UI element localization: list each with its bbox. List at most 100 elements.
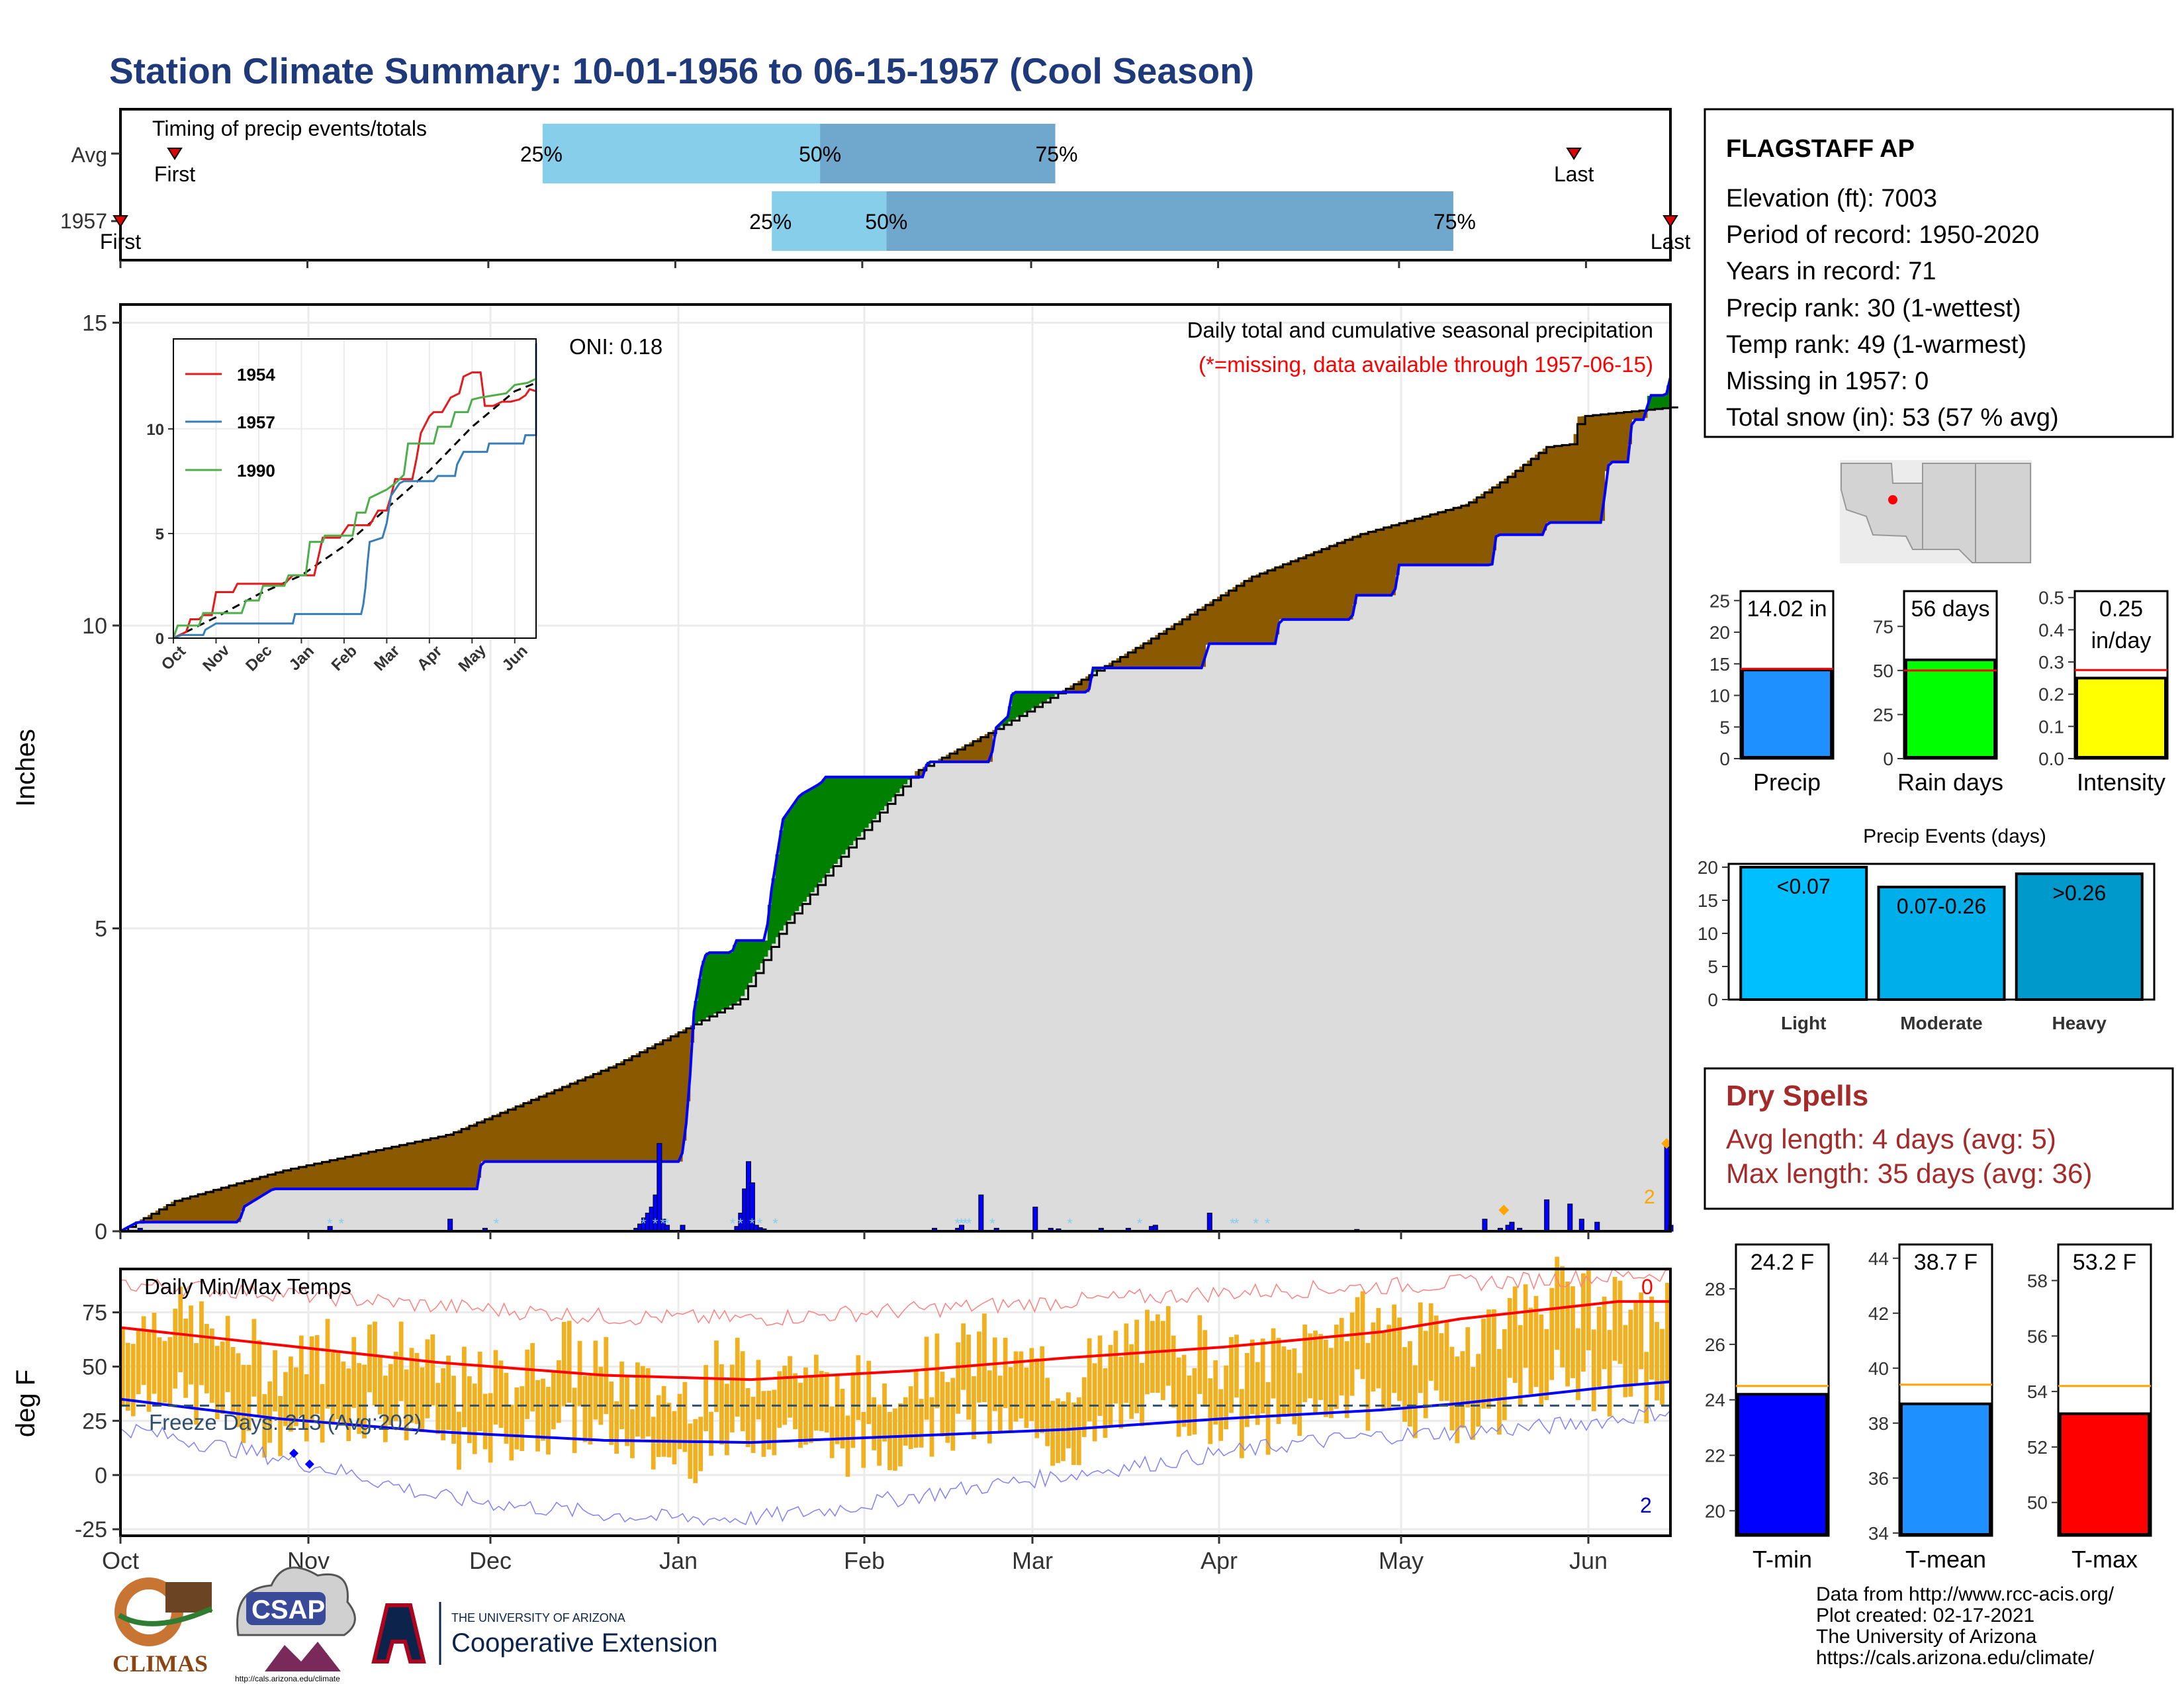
daily-temp-bar bbox=[1019, 1351, 1024, 1419]
temp-ytick-label: 50 bbox=[82, 1354, 107, 1380]
temp-diamond-marker bbox=[304, 1459, 314, 1469]
deficit-segment bbox=[353, 1154, 357, 1189]
daily-temp-bar bbox=[1376, 1308, 1381, 1389]
row-label-1957: 1957 bbox=[60, 209, 107, 233]
daily-temp-bar bbox=[1655, 1322, 1659, 1401]
daily-temp-bar bbox=[1071, 1402, 1076, 1466]
deficit-segment bbox=[1224, 592, 1230, 644]
surplus-segment bbox=[794, 800, 799, 912]
deficit-segment bbox=[492, 1115, 497, 1162]
precip-count-label: 2 bbox=[1644, 1186, 1655, 1208]
freeze-label: Freeze Days: 213 (Avg:202) bbox=[149, 1410, 422, 1434]
events-category-label: Moderate bbox=[1900, 1013, 1982, 1033]
daily-temp-bar bbox=[761, 1391, 766, 1457]
daily-temp-bar bbox=[236, 1353, 241, 1427]
deficit-segment bbox=[1174, 623, 1179, 669]
ua-bottom-text: Cooperative Extension bbox=[451, 1628, 717, 1658]
snow-day-marker: * bbox=[962, 1215, 968, 1232]
daily-temp-bar bbox=[1565, 1281, 1570, 1387]
precip-ytick-label: 5 bbox=[95, 916, 107, 941]
deficit-segment bbox=[616, 1063, 621, 1162]
temp-content bbox=[120, 1256, 1671, 1526]
deficit-segment bbox=[1585, 416, 1590, 523]
daily-temp-bar bbox=[1428, 1303, 1433, 1381]
precip-gauge-ytick-label: 0 bbox=[1719, 749, 1730, 769]
events-bar-label: 0.07-0.26 bbox=[1897, 894, 1986, 918]
daily-temp-bar bbox=[146, 1331, 152, 1412]
deficit-segment bbox=[1333, 543, 1338, 620]
precip-ylabel: Inches bbox=[11, 729, 40, 807]
station-precip-rank: Precip rank: 30 (1-wettest) bbox=[1726, 295, 2021, 322]
surplus-segment bbox=[837, 776, 842, 859]
snow-day-marker: * bbox=[1067, 1215, 1073, 1232]
deficit-segment bbox=[1244, 579, 1249, 644]
daily-temp-bar bbox=[1612, 1276, 1617, 1361]
csap-logo: CSAP http://cals.arizona.edu/climate bbox=[235, 1566, 356, 1683]
deficit-segment bbox=[209, 1190, 214, 1223]
daily-temp-bar bbox=[1276, 1338, 1281, 1425]
daily-temp-bar bbox=[1240, 1389, 1244, 1458]
deficit-segment bbox=[639, 1051, 645, 1162]
daily-temp-bar bbox=[672, 1411, 677, 1465]
snow-day-marker: * bbox=[749, 1215, 755, 1232]
deficit-segment bbox=[1519, 466, 1524, 535]
daily-temp-bar bbox=[230, 1347, 236, 1413]
deficit-segment bbox=[349, 1155, 353, 1189]
deficit-segment bbox=[411, 1142, 416, 1189]
daily-temp-bar bbox=[1433, 1315, 1439, 1391]
deficit-segment bbox=[1349, 538, 1353, 620]
deficit-segment bbox=[228, 1185, 234, 1223]
deficit-segment bbox=[477, 1121, 482, 1178]
average-cumulative-line bbox=[120, 406, 1678, 1233]
daily-temp-bar bbox=[698, 1417, 704, 1472]
deficit-segment bbox=[915, 771, 919, 777]
events-category-label: Heavy bbox=[2052, 1013, 2107, 1033]
deficit-segment bbox=[919, 769, 923, 777]
deficit-segment bbox=[539, 1096, 543, 1162]
deficit-segment bbox=[194, 1195, 199, 1223]
deficit-segment bbox=[314, 1163, 319, 1189]
temp-gauge-ytick-label: 22 bbox=[1705, 1445, 1725, 1466]
deficit-segment bbox=[1608, 413, 1613, 463]
timing-bar-q2-y1957 bbox=[886, 191, 1453, 251]
surplus-segment bbox=[1050, 692, 1055, 697]
daily-temp-bar bbox=[267, 1381, 273, 1443]
deficit-segment bbox=[368, 1151, 373, 1189]
daily-temp-bar bbox=[378, 1356, 383, 1415]
daily-temp-bar bbox=[1507, 1298, 1512, 1378]
daily-temp-bar bbox=[913, 1370, 919, 1448]
temp-gauge-ytick-label: 20 bbox=[1705, 1501, 1725, 1521]
deficit-segment bbox=[496, 1113, 501, 1162]
deficit-segment bbox=[1406, 520, 1412, 565]
deficit-segment bbox=[484, 1118, 489, 1162]
deficit-segment bbox=[1298, 557, 1303, 620]
daily-temp-bar bbox=[409, 1348, 414, 1423]
deficit-segment bbox=[1531, 457, 1535, 535]
deficit-segment bbox=[236, 1182, 242, 1223]
deficit-segment bbox=[1496, 483, 1500, 535]
daily-temp-bar bbox=[1050, 1401, 1055, 1466]
deficit-segment bbox=[1112, 660, 1117, 669]
deficit-segment bbox=[287, 1169, 292, 1189]
deficit-segment bbox=[643, 1049, 648, 1162]
precip-gauge-2: 0.0 0.1 0.2 0.3 0.4 0.5 0.25 in/day Intensity bbox=[2038, 588, 2169, 796]
daily-temp-bar bbox=[241, 1364, 246, 1443]
temp-xtick-label: May bbox=[1379, 1547, 1424, 1574]
temp-bottom-count: 2 bbox=[1640, 1493, 1652, 1517]
deficit-segment bbox=[1383, 527, 1388, 596]
climas-logo-inner bbox=[126, 1589, 171, 1634]
deficit-segment bbox=[1162, 630, 1167, 669]
surplus-segment bbox=[872, 776, 877, 820]
daily-temp-bar bbox=[1402, 1346, 1407, 1422]
timing-p25-avg: 25% bbox=[520, 142, 563, 166]
daily-temp-bar bbox=[251, 1319, 257, 1397]
daily-temp-bar bbox=[136, 1330, 141, 1395]
daily-temp-bar bbox=[1134, 1319, 1139, 1413]
daily-temp-bar bbox=[745, 1387, 751, 1448]
surplus-segment bbox=[752, 940, 756, 976]
deficit-segment bbox=[1201, 606, 1206, 667]
deficit-segment bbox=[1403, 521, 1408, 565]
deficit-segment bbox=[678, 1031, 683, 1162]
deficit-segment bbox=[248, 1179, 253, 1203]
surplus-segment bbox=[698, 978, 702, 1022]
